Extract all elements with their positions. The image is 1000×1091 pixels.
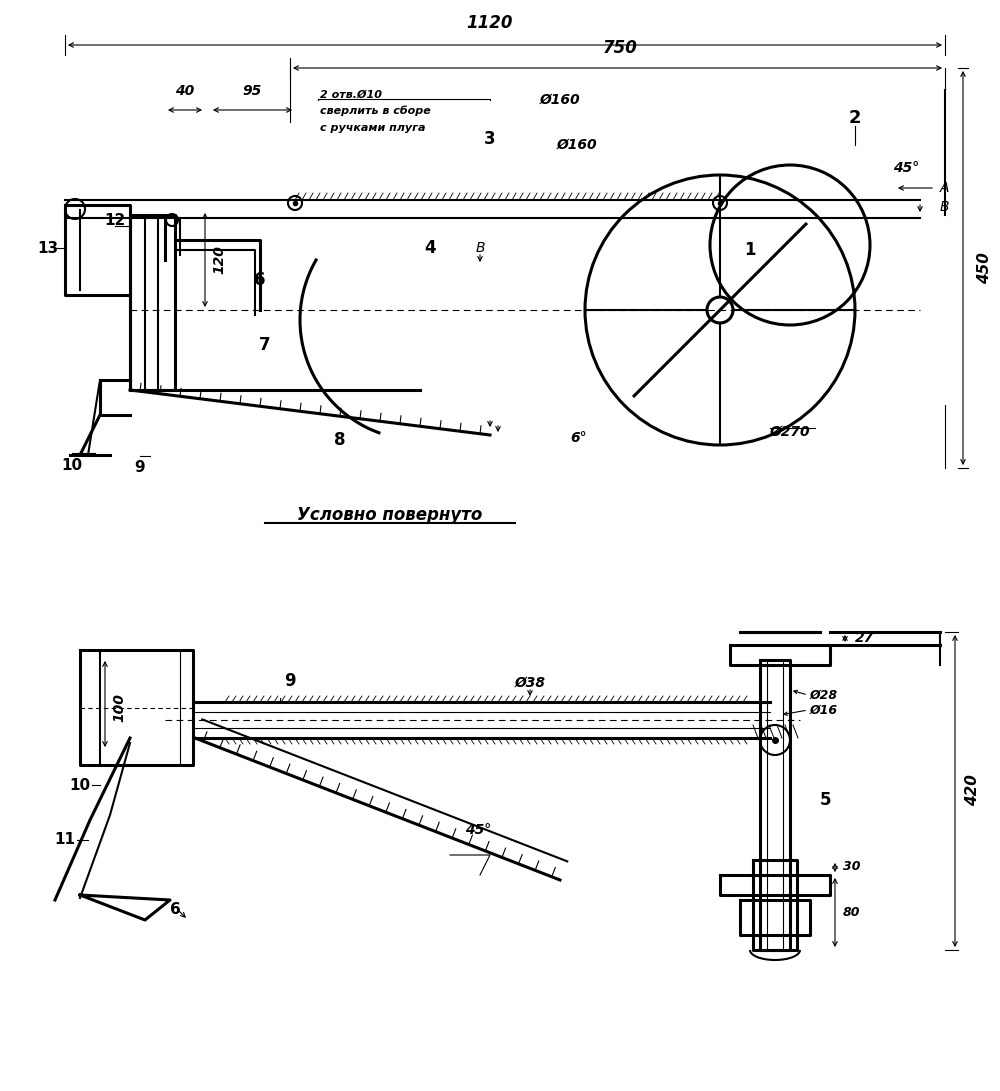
Text: 5: 5 — [820, 791, 831, 810]
Text: с ручками плуга: с ручками плуга — [320, 123, 426, 133]
Text: 11: 11 — [54, 832, 75, 848]
Text: 6: 6 — [170, 902, 180, 918]
Text: 2: 2 — [849, 109, 861, 127]
Text: 13: 13 — [37, 240, 59, 255]
Text: B: B — [940, 200, 949, 214]
Text: B: B — [475, 241, 485, 255]
Text: Условно повернуто: Условно повернуто — [297, 506, 483, 524]
Text: 10: 10 — [61, 458, 83, 473]
Text: 30: 30 — [843, 861, 860, 874]
Text: 1120: 1120 — [467, 14, 513, 32]
Text: 450: 450 — [977, 252, 992, 284]
Text: 80: 80 — [843, 906, 860, 919]
Text: 3: 3 — [484, 130, 496, 148]
Text: 100: 100 — [112, 693, 126, 722]
Text: 12: 12 — [104, 213, 126, 228]
Text: Ø38: Ø38 — [514, 676, 546, 690]
Text: 120: 120 — [212, 245, 226, 275]
Text: 420: 420 — [965, 774, 980, 806]
Text: Ø160: Ø160 — [540, 93, 581, 107]
Text: 40: 40 — [175, 84, 195, 98]
Text: 8: 8 — [334, 431, 346, 449]
Text: 6°: 6° — [570, 431, 587, 445]
Text: 7: 7 — [259, 336, 271, 353]
Text: 1: 1 — [744, 241, 756, 259]
Text: 2 отв.Ø10: 2 отв.Ø10 — [320, 89, 382, 100]
Text: A: A — [940, 181, 949, 195]
Text: 27: 27 — [855, 631, 874, 645]
Text: 4: 4 — [424, 239, 436, 257]
Text: 45°: 45° — [465, 823, 491, 837]
Text: Ø16: Ø16 — [810, 704, 838, 717]
Text: 10: 10 — [69, 778, 90, 792]
Text: Ø160: Ø160 — [557, 137, 598, 152]
Text: Ø28: Ø28 — [810, 688, 838, 702]
Text: 9: 9 — [135, 460, 145, 475]
Text: 750: 750 — [603, 39, 637, 57]
Text: 95: 95 — [242, 84, 262, 98]
Text: Ø270: Ø270 — [770, 425, 811, 439]
Text: 6: 6 — [254, 271, 266, 289]
Text: 9: 9 — [284, 672, 296, 690]
Text: 45°: 45° — [893, 161, 919, 175]
Text: сверлить в сборе: сверлить в сборе — [320, 106, 431, 116]
